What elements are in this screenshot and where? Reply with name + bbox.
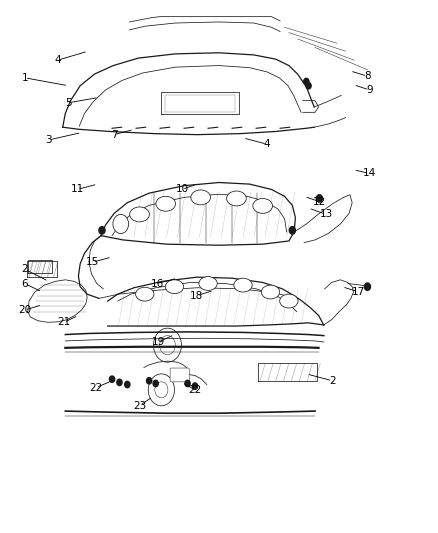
Text: 8: 8 <box>364 71 371 81</box>
Text: 19: 19 <box>152 337 166 347</box>
Text: 11: 11 <box>71 184 84 195</box>
Text: 2: 2 <box>329 376 336 386</box>
Text: 23: 23 <box>133 401 146 411</box>
Ellipse shape <box>280 294 298 308</box>
Text: 14: 14 <box>363 168 376 179</box>
Text: 7: 7 <box>111 130 117 140</box>
FancyBboxPatch shape <box>170 368 189 382</box>
Text: 22: 22 <box>89 383 102 393</box>
Circle shape <box>153 380 158 386</box>
Text: 15: 15 <box>86 257 99 267</box>
Ellipse shape <box>165 280 184 294</box>
Text: 9: 9 <box>366 85 373 95</box>
Circle shape <box>316 195 322 202</box>
Ellipse shape <box>253 198 272 213</box>
Circle shape <box>192 383 198 389</box>
Circle shape <box>304 78 309 85</box>
Text: 12: 12 <box>313 197 326 207</box>
Text: 3: 3 <box>46 135 52 145</box>
Text: 16: 16 <box>150 279 164 288</box>
Circle shape <box>99 227 105 234</box>
Text: 5: 5 <box>65 98 72 108</box>
Ellipse shape <box>261 285 280 299</box>
Ellipse shape <box>136 287 154 301</box>
Circle shape <box>185 380 190 386</box>
Circle shape <box>117 379 122 385</box>
Ellipse shape <box>199 277 217 290</box>
Circle shape <box>113 214 129 233</box>
Text: 6: 6 <box>21 279 28 288</box>
Circle shape <box>289 227 295 234</box>
Text: 10: 10 <box>175 184 188 195</box>
Text: 2: 2 <box>21 264 28 274</box>
Circle shape <box>364 283 371 290</box>
Text: 22: 22 <box>188 385 201 395</box>
Ellipse shape <box>234 278 252 292</box>
Ellipse shape <box>191 190 211 205</box>
Text: 4: 4 <box>264 139 270 149</box>
Text: 13: 13 <box>319 209 332 220</box>
Text: 17: 17 <box>352 287 365 297</box>
Ellipse shape <box>130 207 149 222</box>
Circle shape <box>306 83 311 89</box>
Text: 1: 1 <box>21 73 28 83</box>
Circle shape <box>110 376 115 382</box>
Ellipse shape <box>226 191 246 206</box>
Text: 21: 21 <box>57 317 71 327</box>
Text: 20: 20 <box>18 305 31 315</box>
Text: 4: 4 <box>54 55 61 65</box>
Circle shape <box>147 377 152 384</box>
Text: 18: 18 <box>190 290 203 301</box>
Ellipse shape <box>156 196 176 211</box>
Circle shape <box>125 381 130 387</box>
